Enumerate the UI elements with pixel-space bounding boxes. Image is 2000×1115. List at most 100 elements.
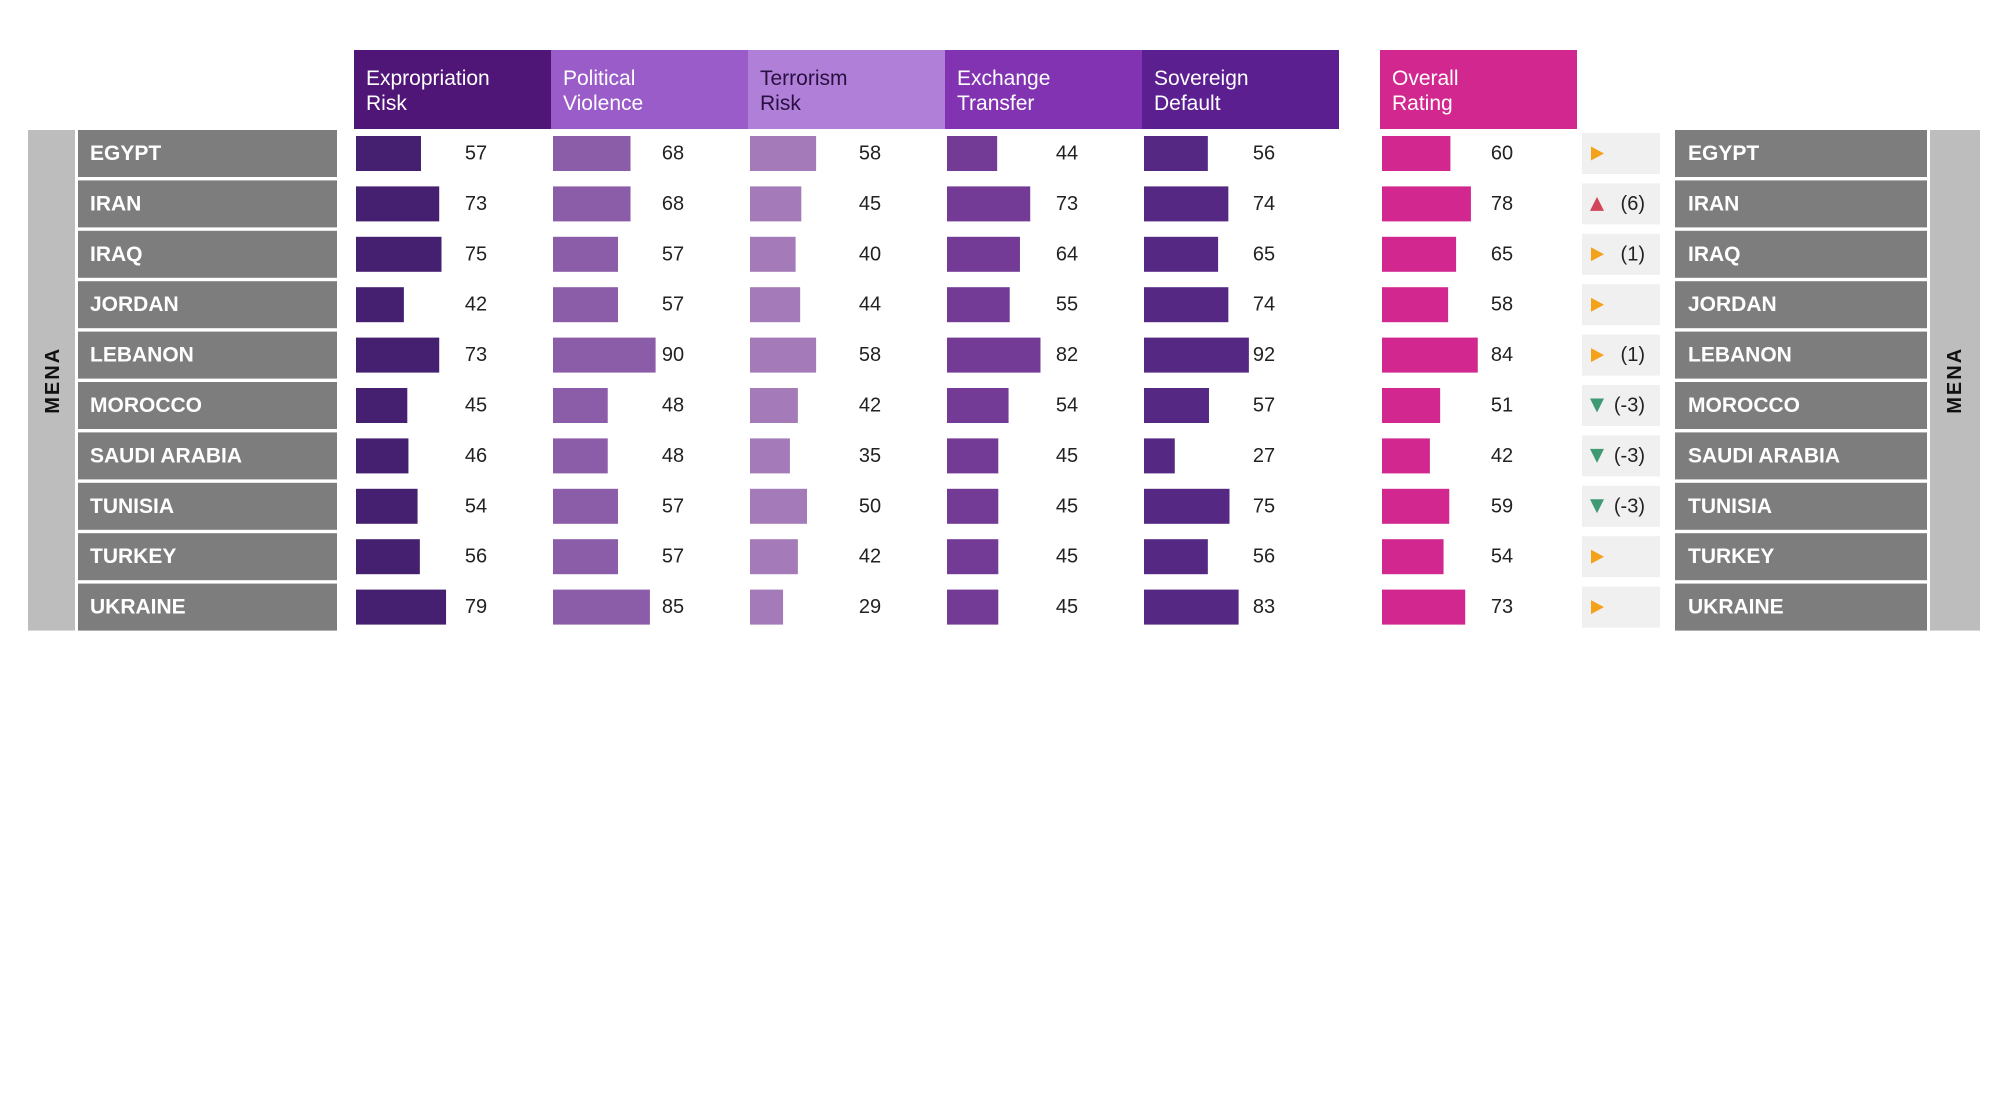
value-label: 54 <box>1056 395 1078 417</box>
value-label: 68 <box>662 193 684 215</box>
arrow-down-icon <box>1590 448 1604 463</box>
country-label-right: EGYPT <box>1688 142 1759 165</box>
value-label: 57 <box>662 243 684 265</box>
country-label-right: TUNISIA <box>1688 495 1772 518</box>
value-label: 57 <box>662 495 684 517</box>
value-label: 60 <box>1491 143 1513 165</box>
column-header-label: Sovereign <box>1154 67 1249 90</box>
value-label: 57 <box>662 294 684 316</box>
bar <box>1144 236 1219 272</box>
value-label: 45 <box>465 395 487 417</box>
column-header-label: Overall <box>1392 67 1459 90</box>
bar <box>553 539 618 575</box>
region-label-right: MENA <box>1944 347 1966 414</box>
column-header-bg <box>945 50 1142 129</box>
bar <box>1382 136 1451 171</box>
arrow-right-icon <box>1591 549 1604 564</box>
column-header-label: Violence <box>563 92 643 115</box>
value-label: 75 <box>465 243 487 265</box>
column-header-bg <box>1380 50 1577 129</box>
change-label: (-3) <box>1614 445 1645 467</box>
value-label: 82 <box>1056 344 1078 366</box>
value-label: 40 <box>859 243 881 265</box>
value-label: 44 <box>859 294 881 316</box>
value-label: 57 <box>465 143 487 165</box>
country-cell-right <box>1675 432 1927 480</box>
bar <box>356 488 418 524</box>
arrow-right-icon <box>1591 348 1604 363</box>
value-label: 42 <box>859 395 881 417</box>
value-label: 45 <box>1056 596 1078 618</box>
bar <box>553 186 631 222</box>
value-label: 45 <box>1056 546 1078 568</box>
bar <box>750 589 784 625</box>
value-label: 55 <box>1056 294 1078 316</box>
arrow-right-icon <box>1591 247 1604 262</box>
bar <box>947 438 999 474</box>
region-band-right <box>1930 130 1980 631</box>
value-label: 48 <box>662 445 684 467</box>
bar <box>1144 438 1175 474</box>
country-label-right: IRAN <box>1688 192 1739 215</box>
country-label-right: TURKEY <box>1688 545 1774 568</box>
country-label-right: IRAQ <box>1688 243 1741 266</box>
value-label: 78 <box>1491 193 1513 215</box>
arrow-right-icon <box>1591 146 1604 161</box>
country-cell-left <box>78 432 337 480</box>
value-label: 42 <box>465 294 487 316</box>
value-label: 83 <box>1253 596 1275 618</box>
change-label: (1) <box>1621 243 1645 265</box>
country-label-left: TUNISIA <box>90 495 174 518</box>
bar <box>750 337 817 373</box>
column-header-bg <box>551 50 748 129</box>
value-label: 45 <box>859 193 881 215</box>
value-label: 27 <box>1253 445 1275 467</box>
bar <box>947 337 1041 373</box>
bar <box>553 287 618 323</box>
country-cell-left <box>78 482 337 530</box>
country-label-left: JORDAN <box>90 293 179 316</box>
region-label-left: MENA <box>42 347 64 414</box>
value-label: 58 <box>1491 294 1513 316</box>
value-label: 73 <box>465 193 487 215</box>
bar <box>1144 388 1209 423</box>
country-label-left: SAUDI ARABIA <box>90 444 242 467</box>
value-label: 29 <box>859 596 881 618</box>
bar <box>947 388 1009 423</box>
column-header-label: Risk <box>760 92 801 115</box>
arrow-up-icon <box>1590 196 1604 211</box>
country-label-left: UKRAINE <box>90 596 186 619</box>
value-label: 85 <box>662 596 684 618</box>
country-cell-right <box>1675 482 1927 530</box>
country-cell-right <box>1675 331 1927 379</box>
bar <box>1382 337 1478 373</box>
bar <box>1144 337 1249 373</box>
arrow-right-icon <box>1591 297 1604 312</box>
value-label: 56 <box>1253 546 1275 568</box>
bar <box>1382 488 1450 524</box>
bar <box>947 236 1020 272</box>
change-label: (1) <box>1621 344 1645 366</box>
value-label: 46 <box>465 445 487 467</box>
bar <box>1144 186 1229 222</box>
bar <box>1144 287 1229 323</box>
value-label: 54 <box>465 495 487 517</box>
value-label: 64 <box>1056 243 1078 265</box>
value-label: 44 <box>1056 143 1078 165</box>
bar <box>1382 388 1441 423</box>
column-header-label: Expropriation <box>366 67 490 90</box>
bar <box>750 236 796 272</box>
bar <box>356 337 440 373</box>
value-label: 54 <box>1491 546 1513 568</box>
bar <box>356 236 442 272</box>
bar <box>553 236 618 272</box>
value-label: 42 <box>1491 445 1513 467</box>
bar <box>947 488 999 524</box>
bar <box>356 186 440 222</box>
bar <box>356 539 420 575</box>
value-label: 45 <box>1056 445 1078 467</box>
value-label: 59 <box>1491 495 1513 517</box>
country-label-left: IRAQ <box>90 243 143 266</box>
bar <box>1382 236 1457 272</box>
